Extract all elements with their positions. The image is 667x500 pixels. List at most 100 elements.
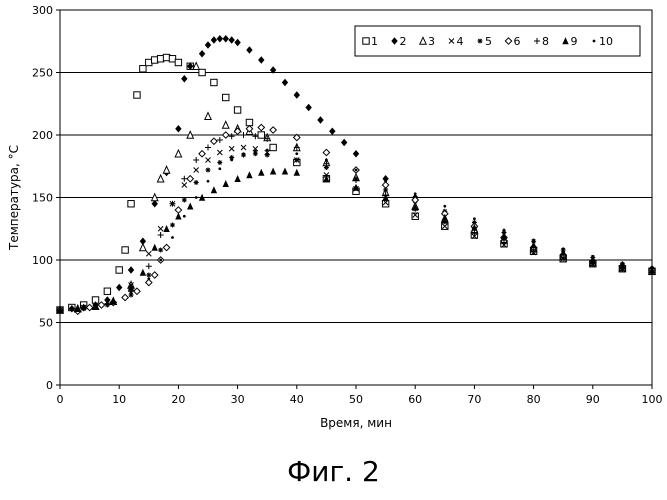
data-point [241,132,247,138]
data-point [116,284,122,291]
figure-caption: Фиг. 2 [0,455,667,488]
data-point [325,159,328,162]
series-9 [57,168,655,314]
data-point [223,132,229,138]
data-point [384,180,387,183]
legend-label: 6 [514,35,521,48]
data-point [270,168,276,175]
data-point [355,169,358,172]
data-point [207,180,210,183]
legend-label: 9 [571,35,578,48]
x-tick-label: 100 [642,393,663,406]
data-point [182,183,187,188]
data-point [134,288,140,294]
data-point [181,176,187,182]
legend: 1234568910 [355,26,640,56]
data-point [211,79,217,85]
legend-label: 10 [599,35,613,48]
series-8 [57,132,655,313]
data-point [258,169,264,176]
data-point [206,168,211,173]
x-tick-label: 50 [349,393,363,406]
data-point [294,158,299,163]
data-point [122,247,128,253]
data-point [228,36,234,43]
data-point [223,35,229,42]
data-point [158,248,163,253]
data-point [230,159,233,162]
data-point [266,149,269,152]
y-tick-label: 50 [39,317,53,330]
data-point [234,39,240,46]
legend-label: 1 [371,35,378,48]
data-point [503,229,506,232]
legend-marker [593,40,596,43]
data-point [146,279,152,285]
data-point [562,247,565,250]
data-point [194,168,199,173]
data-point [146,273,151,278]
x-tick-label: 90 [586,393,600,406]
chart-canvas: 0501001502002503000102030405060708090100… [0,0,667,455]
data-point [258,132,264,138]
x-tick-label: 70 [467,393,481,406]
data-point [152,272,158,278]
y-tick-label: 0 [46,379,53,392]
data-point [246,171,252,178]
data-point [246,46,252,53]
legend-label: 2 [400,35,407,48]
x-tick-label: 60 [408,393,422,406]
data-point [182,198,187,203]
data-point [265,153,270,158]
data-point [205,145,211,151]
data-point [246,126,252,132]
data-point [353,184,359,191]
data-point [130,291,133,294]
data-point [59,309,62,312]
y-tick-label: 100 [32,254,53,267]
data-point [116,267,122,273]
data-point [317,116,323,123]
data-point [199,50,205,57]
data-point [242,152,245,155]
data-point [254,150,257,153]
y-tick-label: 250 [32,67,53,80]
data-point [140,244,146,251]
data-point [323,149,329,155]
data-point [234,107,240,113]
data-point [223,121,229,128]
data-point [211,36,217,43]
data-point [159,259,162,262]
x-tick-label: 40 [290,393,304,406]
data-point [163,244,169,250]
data-point [134,92,140,98]
data-point [353,150,359,157]
data-point [530,241,536,248]
data-point [329,128,335,135]
data-point [163,166,169,173]
data-point [211,138,217,144]
data-point [217,160,222,165]
data-point [246,119,252,125]
data-point [152,244,158,251]
data-point [591,255,594,258]
data-point [223,94,229,100]
data-point [217,35,223,42]
data-point [194,180,199,185]
data-point [217,137,223,143]
legend-marker [363,38,369,44]
data-point [147,277,150,280]
data-point [270,127,276,133]
x-tick-label: 10 [112,393,126,406]
data-point [258,56,264,63]
data-point [270,144,276,150]
data-point [181,75,187,82]
data-point [199,151,205,157]
x-axis-title: Время, мин [320,416,392,430]
data-point [651,267,654,270]
data-point [258,124,264,130]
legend-label: 8 [542,35,549,48]
data-point [163,225,169,232]
data-point [128,266,134,273]
data-point [241,145,246,150]
